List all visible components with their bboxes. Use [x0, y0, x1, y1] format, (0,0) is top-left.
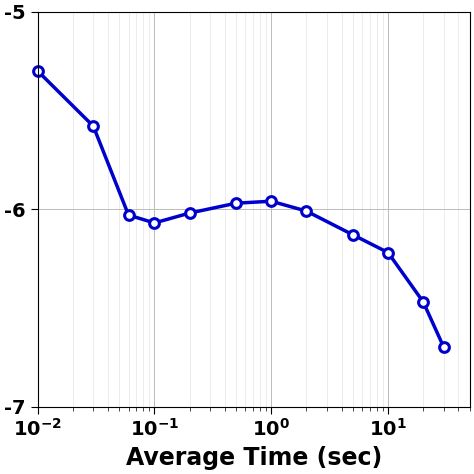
- X-axis label: Average Time (sec): Average Time (sec): [126, 446, 382, 470]
